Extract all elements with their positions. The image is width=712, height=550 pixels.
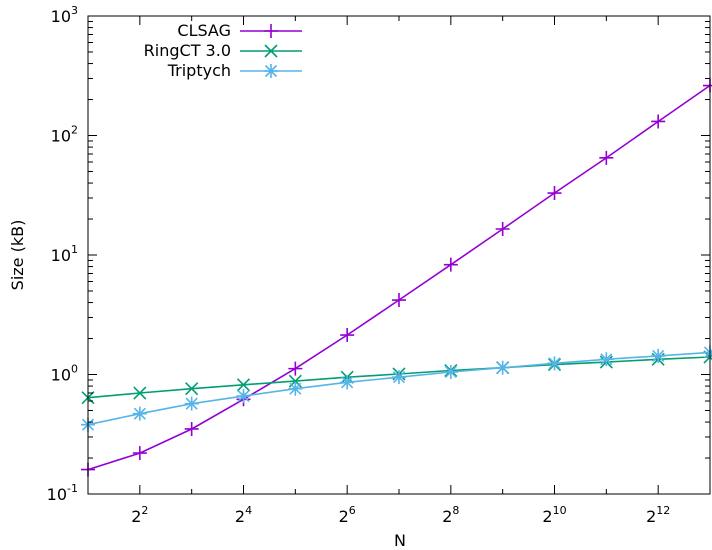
data-point: [185, 382, 199, 396]
data-point: [495, 222, 510, 237]
ticks-layer: 22 24 26 28 210 212 10-1 100 101 102 103: [47, 4, 710, 526]
legend-entry: RingCT 3.0: [144, 41, 302, 60]
series-line: [87, 84, 711, 471]
legend-label: Triptych: [167, 61, 231, 80]
y-tick-label: 10-1: [47, 482, 78, 504]
x-tick-label: 22: [131, 504, 148, 526]
data-point: [443, 364, 458, 379]
data-point: [340, 375, 355, 390]
data-point: [651, 348, 666, 363]
y-tick-label: 103: [51, 4, 78, 26]
data-point: [236, 389, 251, 404]
x-axis-label: N: [394, 531, 406, 550]
x-tick-label: 26: [339, 504, 356, 526]
data-point: [651, 114, 666, 129]
data-point: [599, 352, 614, 367]
series-clsag: [81, 78, 712, 477]
data-point: [703, 78, 712, 93]
series-line: [87, 351, 711, 426]
data-point: [184, 421, 199, 436]
data-point: [132, 406, 147, 421]
data-point: [133, 386, 147, 400]
data-point: [547, 186, 562, 201]
y-tick-label: 101: [51, 243, 78, 265]
data-point: [236, 378, 251, 392]
series-triptych: [81, 345, 712, 432]
data-point: [288, 361, 303, 376]
legend-marker: [264, 44, 278, 58]
data-point: [547, 356, 562, 371]
x-tick-label: 210: [542, 504, 566, 526]
data-point: [392, 293, 406, 308]
data-point: [340, 328, 355, 343]
legend-entry: Triptych: [167, 61, 302, 80]
legend-label: CLSAG: [177, 21, 231, 40]
data-point: [288, 381, 303, 396]
legend-marker: [264, 24, 278, 38]
legend-label: RingCT 3.0: [144, 41, 231, 60]
data-point: [184, 396, 199, 411]
data-point: [599, 150, 614, 165]
data-point: [443, 257, 458, 272]
data-point: [132, 446, 147, 461]
x-tick-label: 24: [235, 504, 252, 526]
marks-layer: [81, 78, 712, 477]
data-point: [392, 370, 406, 385]
y-axis-label: Size (kB): [8, 220, 27, 291]
x-tick-label: 28: [442, 504, 459, 526]
x-tick-label: 212: [646, 504, 670, 526]
plot-frame: [87, 15, 711, 495]
legend-entry: CLSAG: [177, 21, 302, 40]
y-tick-label: 100: [51, 363, 78, 385]
y-tick-label: 102: [51, 124, 78, 146]
legend-marker: [264, 64, 278, 78]
data-point: [495, 360, 510, 375]
